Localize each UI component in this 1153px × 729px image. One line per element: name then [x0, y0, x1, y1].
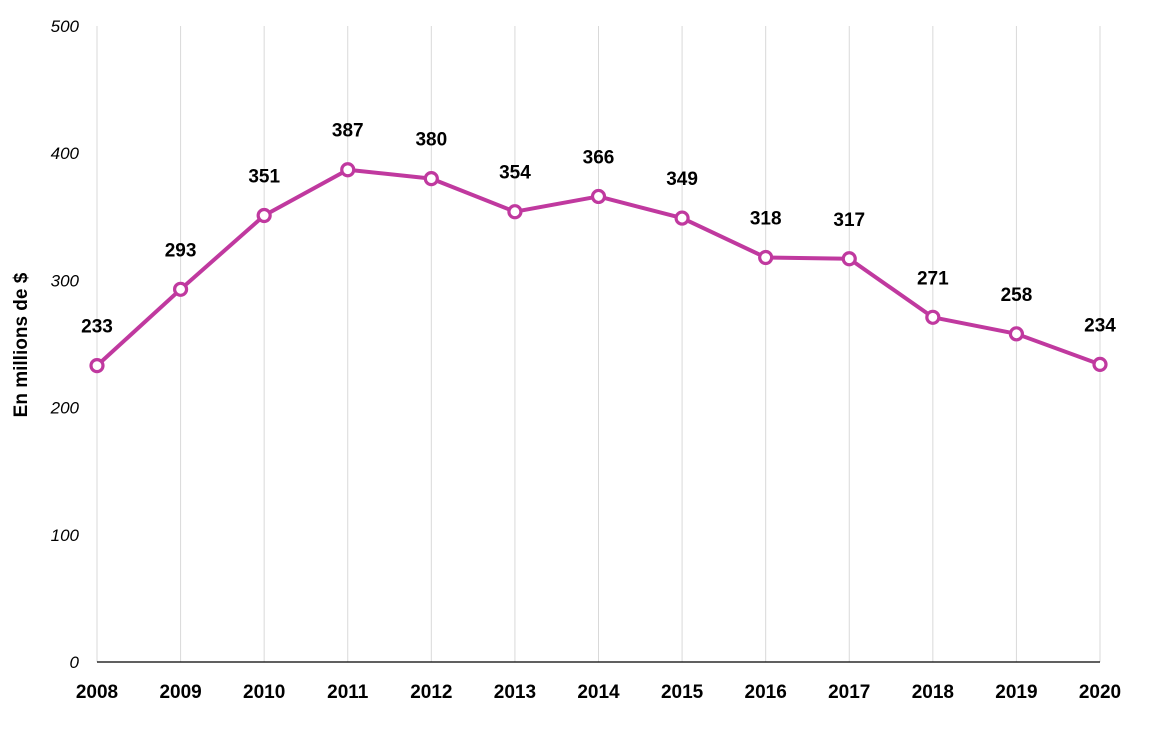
data-label: 354 [499, 163, 531, 184]
data-point [1008, 326, 1025, 342]
data-point [340, 162, 356, 178]
y-tick-label: 100 [51, 526, 80, 545]
data-label: 293 [165, 240, 197, 261]
gridlines [96, 26, 1101, 662]
y-tick-label: 200 [50, 399, 80, 418]
series-points [89, 162, 1108, 374]
data-point [841, 251, 857, 267]
y-tick-label: 500 [51, 17, 80, 36]
data-label: 349 [666, 169, 698, 190]
x-tick-label: 2012 [410, 682, 452, 703]
y-tick-label: 300 [51, 271, 80, 290]
x-tick-label: 2020 [1079, 682, 1121, 703]
y-tick-labels: 0 100 200 300 400 500 [50, 17, 80, 672]
data-label: 380 [415, 130, 447, 151]
data-point [172, 281, 189, 297]
data-point [674, 210, 690, 226]
data-label: 318 [750, 209, 782, 230]
x-tick-label: 2018 [912, 682, 954, 703]
x-tick-label: 2015 [661, 682, 704, 703]
x-tick-label: 2016 [745, 682, 787, 703]
data-point [590, 188, 607, 205]
x-tick-label: 2011 [327, 682, 369, 703]
x-tick-label: 2010 [243, 682, 285, 703]
data-point [1092, 356, 1108, 372]
data-label: 271 [917, 268, 949, 289]
x-tick-labels: 2008 2009 2010 2011 2012 2013 2014 2015 2016 2017… [76, 682, 1121, 703]
y-tick-label: 0 [70, 653, 80, 672]
x-tick-label: 2017 [828, 682, 870, 703]
data-label: 258 [1001, 285, 1033, 306]
data-point [925, 309, 941, 325]
data-point [89, 358, 105, 374]
x-tick-label: 2014 [577, 682, 620, 703]
data-label: 317 [833, 210, 865, 231]
data-label: 366 [583, 147, 615, 168]
data-point [256, 207, 272, 224]
x-tick-label: 2009 [159, 682, 201, 703]
data-point [507, 204, 523, 220]
x-tick-label: 2008 [76, 682, 118, 703]
data-labels: 233 293 351 387 380 354 366 349 318 317 271 258 234 [81, 121, 1116, 338]
data-label: 234 [1084, 315, 1116, 336]
y-tick-label: 400 [51, 144, 80, 163]
y-axis-title: En millions de $ [11, 272, 32, 417]
x-tick-label: 2013 [494, 682, 536, 703]
data-label: 351 [248, 167, 280, 188]
data-label: 387 [332, 121, 364, 142]
data-label: 233 [81, 317, 113, 338]
data-point [423, 171, 439, 187]
x-tick-label: 2019 [995, 682, 1037, 703]
data-point [758, 249, 774, 266]
